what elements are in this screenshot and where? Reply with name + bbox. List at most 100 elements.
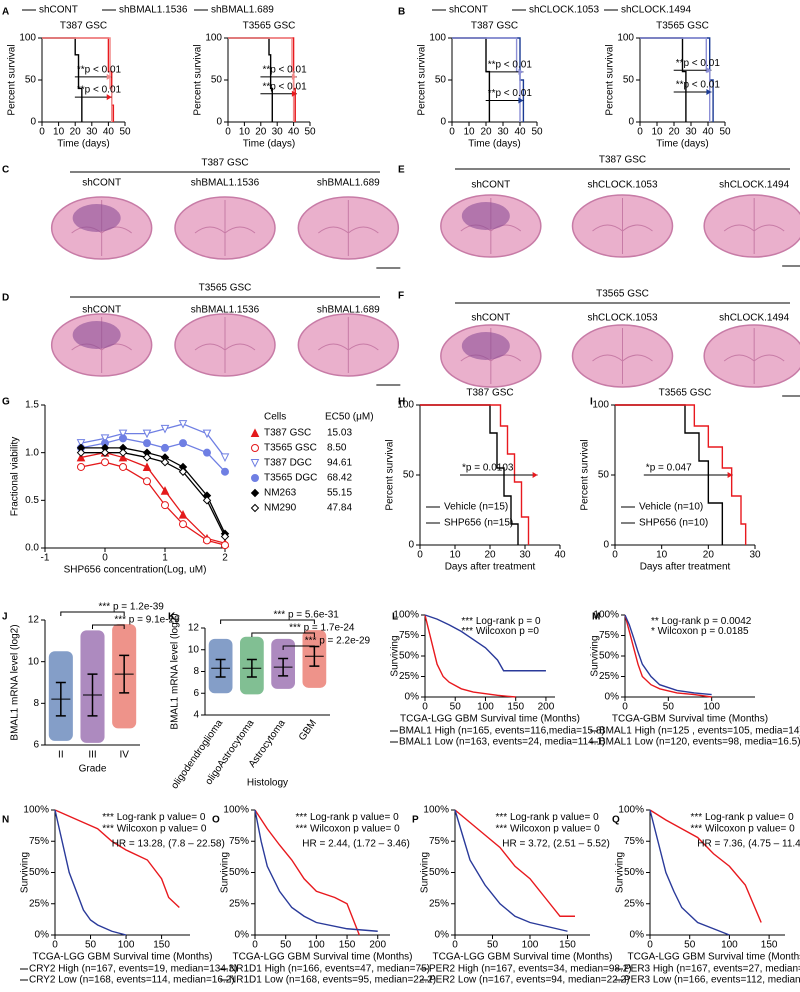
annotation: *** Wilcoxon p value= 0 (691, 823, 796, 834)
data-point (202, 429, 212, 439)
x-tick-label: 20 (480, 127, 492, 138)
legend-label: PER3 Low (n=166, events=112, median=16.8… (624, 975, 800, 986)
ec50-value: 8.50 (327, 443, 347, 454)
y-axis-label: Surviving (420, 852, 431, 893)
y-tick-label: 100% (223, 805, 249, 816)
legend-marker (250, 503, 260, 513)
x-tick-label: III (88, 750, 96, 761)
y-tick-label: 0.0 (25, 543, 39, 554)
tumor-region (461, 332, 510, 360)
annotation: *** Wilcoxon p =0 (461, 626, 539, 637)
survival-curve (452, 37, 491, 122)
survival-curve (615, 404, 747, 545)
y-tick-label: 0 (30, 117, 36, 128)
x-axis-label: TCGA-GBM Survival time (Months) (612, 714, 768, 725)
x-tick-label: -1 (41, 553, 50, 564)
x-tick-label: 30 (685, 127, 697, 138)
significance-bracket (282, 645, 315, 650)
x-tick-label: IV (119, 750, 129, 761)
y-tick-label: 25% (429, 898, 449, 909)
data-point (161, 443, 169, 452)
y-tick-label: 100% (393, 610, 419, 621)
y-tick-label: 25% (29, 898, 49, 909)
arrow-head (706, 89, 712, 96)
y-tick-label: 0 (603, 540, 609, 551)
y-tick-label: 0 (628, 117, 634, 128)
panel-letter: H (398, 397, 405, 408)
panel-letter: L (392, 612, 398, 623)
x-tick-label: 100 (118, 940, 135, 951)
y-axis-label: Surviving (20, 852, 31, 893)
panel-letter: C (2, 165, 9, 176)
y-tick-label: 100 (19, 33, 36, 44)
legend-label: shCLOCK.1053 (529, 5, 599, 16)
survival-curve (254, 809, 360, 936)
x-tick-label: 50 (304, 127, 316, 138)
y-axis-label: Percent survival (605, 44, 616, 115)
legend-label: shBMAL1.1536 (119, 5, 188, 16)
survival-curve (42, 37, 113, 122)
data-point (221, 467, 229, 476)
y-axis-label: Percent survival (193, 44, 204, 115)
y-tick-label: 75% (229, 836, 249, 847)
data-point (119, 434, 127, 443)
survival-curve (228, 37, 296, 122)
image-label: shCONT (82, 178, 121, 189)
brain-detail (723, 328, 785, 384)
image-label: shCONT (471, 313, 510, 324)
x-tick-label: 0 (422, 702, 428, 713)
legend-label: shCLOCK.1494 (621, 5, 691, 16)
x-tick-label: 30 (519, 550, 531, 561)
data-point (178, 420, 188, 429)
x-tick-label: 0 (452, 940, 458, 951)
data-point (179, 520, 187, 529)
y-tick-label: 50 (435, 75, 447, 86)
legend-label: PER2 Low (n=167, events=94, median=22.2) (429, 975, 629, 986)
x-tick-label: 100 (721, 940, 738, 951)
error-bar (55, 681, 66, 717)
y-tick-label: 100% (618, 805, 644, 816)
panel-letter: B (398, 7, 405, 18)
y-tick-label: 100 (617, 33, 634, 44)
legend-label: CRY2 High (n=167, events=19, median=134.… (29, 964, 238, 975)
ec50-value: 15.03 (327, 428, 352, 439)
panel-letter: J (2, 612, 8, 623)
survival-curve (254, 809, 378, 932)
survival-curve (228, 37, 273, 122)
panel-letter: Q (612, 815, 620, 826)
legend-label: T3565 DGC (264, 473, 317, 484)
brain-detail (318, 200, 379, 256)
brain-detail (592, 328, 653, 384)
chart-title: T387 GSC (466, 388, 513, 399)
x-tick-label: 0 (612, 550, 618, 561)
y-axis-label: Percent survival (580, 439, 591, 510)
x-tick-label: 50 (684, 940, 696, 951)
y-tick-label: 50 (623, 75, 635, 86)
ec50-value: 68.42 (327, 473, 352, 484)
y-tick-label: 0.5 (25, 495, 39, 506)
x-tick-label: 40 (288, 127, 300, 138)
y-tick-label: 8 (33, 698, 39, 709)
data-point (221, 541, 229, 550)
panel-letter: M (592, 612, 600, 623)
y-axis-label: BMAL1 mRNA level (log2) (170, 613, 181, 729)
y-tick-label: 50% (429, 867, 449, 878)
x-tick-label: 30 (86, 127, 98, 138)
data-point (118, 452, 128, 462)
error-bar (119, 654, 130, 694)
annotation: **p < 0.01 (262, 65, 307, 76)
panel-letter: E (398, 165, 405, 176)
annotation: **p < 0.01 (676, 58, 721, 69)
y-tick-label: 0% (405, 692, 420, 703)
survival-curve (452, 37, 525, 122)
x-tick-label: 150 (507, 702, 524, 713)
y-tick-label: 100 (429, 33, 446, 44)
brain-detail (194, 317, 256, 373)
chart-title: T3565 GSC (656, 21, 709, 32)
x-tick-label: 100 (703, 702, 720, 713)
survival-curve (649, 809, 762, 923)
panel-letter: P (412, 815, 419, 826)
error-bar (215, 658, 226, 678)
legend-label: PER2 High (n=167, events=34, median=98.2… (429, 964, 632, 975)
